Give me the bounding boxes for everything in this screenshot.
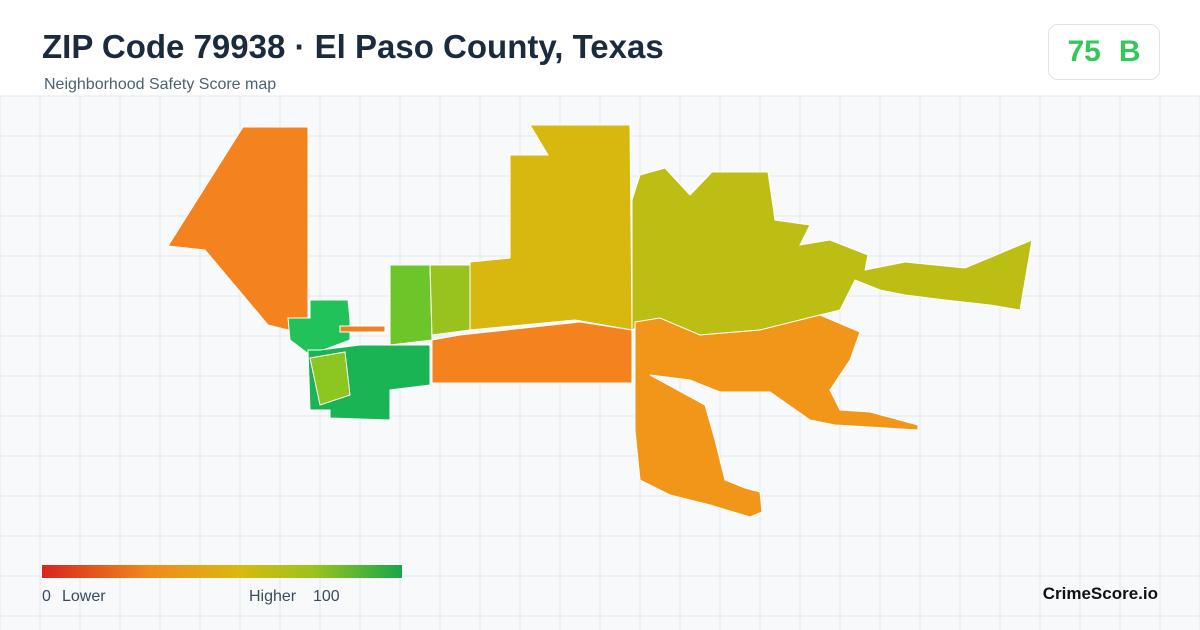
legend-min: 0 xyxy=(42,588,51,605)
header-bg xyxy=(0,0,1200,96)
legend-min-label: Lower xyxy=(62,588,106,605)
score-value: 75 xyxy=(1067,35,1101,68)
region xyxy=(429,264,471,336)
regions xyxy=(167,124,1033,518)
region xyxy=(339,325,386,333)
region xyxy=(389,264,433,346)
region xyxy=(287,299,351,356)
legend-max: 100 xyxy=(313,588,340,605)
score-grade: B xyxy=(1118,35,1141,68)
region xyxy=(469,124,633,331)
legend-gradient xyxy=(42,565,402,578)
region xyxy=(309,351,351,406)
legend-max-label: Higher xyxy=(249,588,297,605)
brand: CrimeScore.io xyxy=(1042,584,1158,603)
score-badge: 75 B xyxy=(1048,24,1160,80)
subtitle: Neighborhood Safety Score map xyxy=(44,76,277,93)
region xyxy=(634,314,919,518)
region xyxy=(167,126,309,336)
region xyxy=(431,321,633,384)
title: ZIP Code 79938 · El Paso County, Texas xyxy=(42,28,664,65)
region xyxy=(631,167,1033,336)
